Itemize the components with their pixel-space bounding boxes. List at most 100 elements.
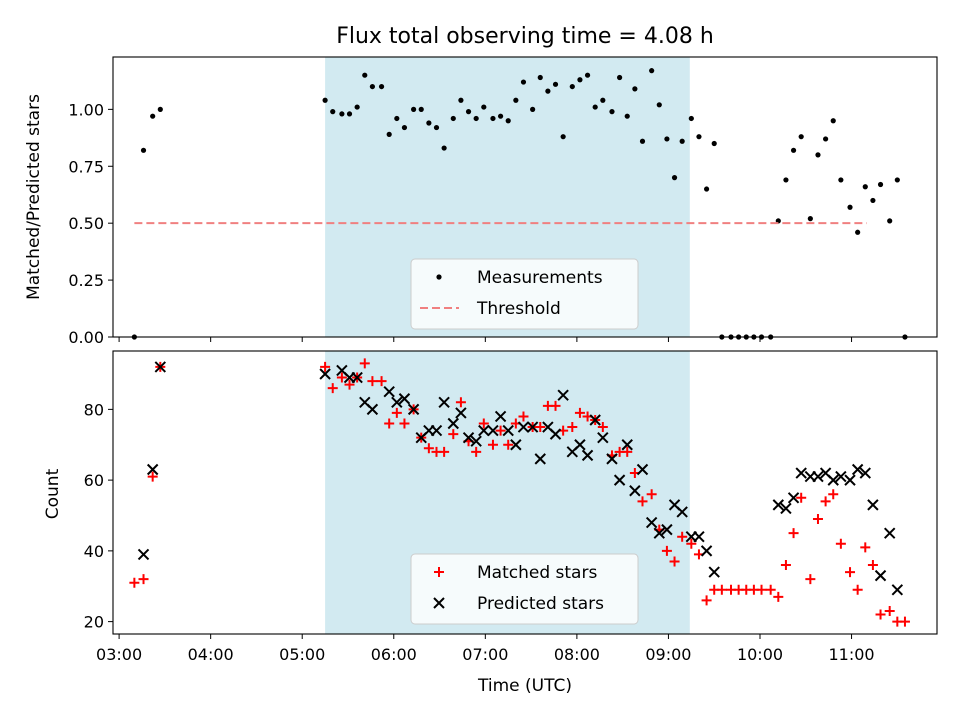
- measurement-point: [394, 115, 400, 122]
- matched-star-point: [535, 422, 546, 433]
- measurement-point: [624, 113, 630, 119]
- bottom-y-axis-label: Count: [43, 468, 63, 519]
- predicted-star-point: [676, 506, 688, 518]
- measurement-point: [592, 104, 598, 110]
- x-tick-label: 04:00: [188, 645, 234, 664]
- measurement-point: [497, 113, 504, 119]
- matched-star-point: [828, 489, 839, 500]
- measurement-point: [339, 111, 345, 117]
- measurement-point: [330, 109, 336, 115]
- measurement-point: [649, 68, 655, 74]
- top-y-axis-label: Matched/Predicted stars: [24, 94, 44, 300]
- predicted-star-point: [581, 449, 594, 462]
- measurement-point: [838, 177, 844, 183]
- predicted-star-point: [534, 453, 546, 465]
- measurement-point: [530, 106, 536, 112]
- x-tick-label: 11:00: [828, 645, 874, 664]
- matched-star-point: [835, 538, 846, 549]
- predicted-star-point: [462, 431, 475, 444]
- matched-star-point: [661, 545, 672, 556]
- predicted-star-point: [661, 523, 673, 536]
- x-tick-label: 07:00: [462, 645, 508, 664]
- measurement-point: [354, 104, 360, 110]
- measurement-point: [346, 111, 353, 117]
- bottom-panel: 20 40 60 80 03:00 04:00 05:00 06:00 07:00 08:00 09…: [84, 350, 938, 664]
- matched-star-point: [336, 372, 347, 383]
- predicted-star-point: [430, 424, 443, 437]
- legend: Matched stars Predicted stars: [410, 553, 639, 625]
- legend-marker-x: [433, 597, 445, 609]
- legend-label: Measurements: [477, 268, 603, 288]
- measurement-point: [411, 106, 417, 112]
- predicted-star-point: [795, 467, 807, 479]
- measurement-point: [441, 145, 447, 151]
- measurement-point: [783, 177, 789, 183]
- matched-star-point: [327, 383, 338, 394]
- measurement-point: [545, 88, 551, 94]
- measurement-point: [426, 120, 432, 126]
- matched-star-point: [478, 418, 489, 429]
- matched-star-point: [567, 422, 578, 433]
- measurement-point: [671, 175, 678, 181]
- legend-marker-dot: [436, 274, 442, 280]
- matched-star-point: [129, 577, 140, 588]
- predicted-star-point: [851, 463, 864, 476]
- measurement-point: [433, 124, 440, 131]
- predicted-star-point: [574, 439, 586, 451]
- measurement-point: [798, 134, 804, 140]
- predicted-star-point: [700, 545, 713, 557]
- measurement-point: [847, 204, 853, 210]
- x-tick-label: 03:00: [96, 645, 142, 664]
- predicted-star-point: [693, 531, 705, 543]
- series-measurements: [131, 68, 908, 340]
- matched-star-point: [423, 443, 434, 454]
- predicted-star-point: [494, 410, 507, 423]
- measurement-point: [617, 74, 623, 81]
- matched-star-point: [756, 584, 767, 595]
- matched-star-point: [845, 567, 856, 578]
- predicted-star-point: [621, 439, 633, 451]
- matched-star-point: [788, 528, 799, 539]
- matched-star-point: [495, 425, 506, 436]
- predicted-star-point: [835, 470, 847, 483]
- x-tick-label: 09:00: [645, 645, 691, 664]
- matched-star-point: [138, 574, 149, 585]
- matched-star-point: [899, 616, 910, 627]
- measurement-point: [855, 229, 861, 235]
- y-tick-label: 20: [84, 613, 104, 632]
- measurement-point: [584, 72, 591, 78]
- matched-star-point: [503, 439, 514, 450]
- measurement-point: [481, 104, 487, 110]
- top-panel: 0.00 0.25 0.50 0.75 1.00 Measurements Threshol…: [68, 56, 938, 347]
- measurement-point: [894, 177, 900, 183]
- matched-star-point: [701, 595, 712, 606]
- matched-star-point: [780, 560, 791, 571]
- matched-star-point: [550, 400, 561, 411]
- matched-star-point: [574, 407, 585, 418]
- y-tick-label: 0.75: [68, 157, 104, 176]
- measurement-point: [577, 77, 583, 83]
- measurement-point: [656, 102, 662, 108]
- matched-star-point: [597, 422, 608, 433]
- predicted-star-point: [645, 516, 658, 529]
- measurement-point: [490, 115, 496, 122]
- predicted-star-point: [407, 403, 420, 416]
- predicted-star-point: [438, 396, 450, 409]
- measurement-point: [688, 115, 694, 122]
- predicted-star-point: [502, 424, 514, 437]
- predicted-star-point: [470, 435, 482, 447]
- predicted-star-point: [613, 474, 626, 486]
- matched-star-point: [471, 446, 482, 457]
- matched-star-point: [686, 538, 697, 549]
- y-tick-label: 80: [84, 400, 104, 419]
- predicted-star-point: [137, 548, 150, 561]
- y-tick-label: 1.00: [68, 100, 104, 119]
- y-tick-label: 60: [84, 471, 104, 490]
- x-tick-label: 10:00: [737, 645, 783, 664]
- matched-star-point: [852, 584, 863, 595]
- measurement-point: [696, 134, 702, 140]
- legend-label: Matched stars: [477, 563, 597, 583]
- measurement-point: [823, 136, 829, 142]
- predicted-star-point: [844, 474, 856, 486]
- predicted-star-point: [772, 499, 785, 511]
